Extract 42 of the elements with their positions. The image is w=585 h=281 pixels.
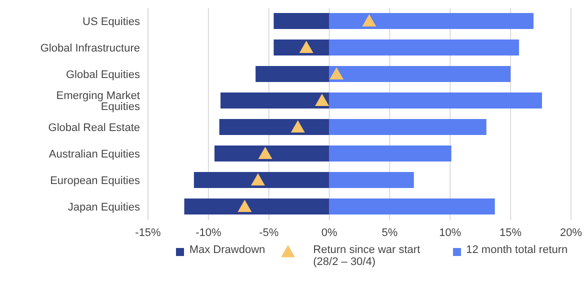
bar bbox=[214, 146, 330, 162]
point bbox=[238, 200, 252, 212]
y-tick-label: Australian Equities bbox=[48, 148, 140, 161]
y-tick-label: Emerging Market Equities bbox=[56, 90, 140, 114]
x-tick-label: 20% bbox=[560, 226, 582, 239]
x-tick-label: 15% bbox=[500, 226, 522, 239]
point bbox=[290, 120, 305, 132]
bar bbox=[329, 146, 452, 162]
y-tick-label: Global Equities bbox=[66, 69, 140, 82]
bar bbox=[274, 13, 330, 29]
bar bbox=[220, 92, 330, 108]
bar bbox=[274, 40, 330, 56]
point bbox=[362, 14, 376, 26]
point bbox=[330, 67, 344, 80]
bar bbox=[329, 92, 542, 108]
legend-label: Max Drawdown bbox=[189, 244, 266, 256]
bar bbox=[194, 172, 330, 188]
bar bbox=[329, 66, 511, 82]
legend-label: 12 month total return bbox=[466, 244, 568, 256]
y-tick-label: Global Real Estate bbox=[48, 122, 140, 134]
bar bbox=[184, 198, 330, 214]
x-tick-label: 0% bbox=[321, 226, 338, 239]
x-tick-label: -10% bbox=[196, 226, 222, 239]
y-tick-label: European Equities bbox=[50, 175, 140, 188]
point bbox=[250, 173, 265, 186]
x-tick-label: 5% bbox=[382, 226, 398, 239]
y-tick-label: Global Infrastructure bbox=[40, 42, 140, 55]
legend-label: Return since war start (28/2 – 30/4) bbox=[313, 244, 422, 268]
point bbox=[258, 146, 272, 159]
y-tick-label: US Equities bbox=[82, 16, 140, 28]
x-tick-label: -5% bbox=[259, 226, 279, 239]
y-tick-label: Japan Equities bbox=[68, 202, 140, 214]
bar bbox=[256, 66, 330, 82]
x-tick-label: 10% bbox=[439, 226, 462, 239]
point bbox=[315, 94, 330, 106]
bar bbox=[329, 119, 486, 135]
bar bbox=[329, 198, 495, 214]
bar bbox=[219, 119, 330, 135]
bar bbox=[329, 40, 520, 56]
bar bbox=[329, 13, 534, 29]
bar bbox=[329, 172, 414, 188]
x-tick-label: -15% bbox=[135, 226, 162, 239]
